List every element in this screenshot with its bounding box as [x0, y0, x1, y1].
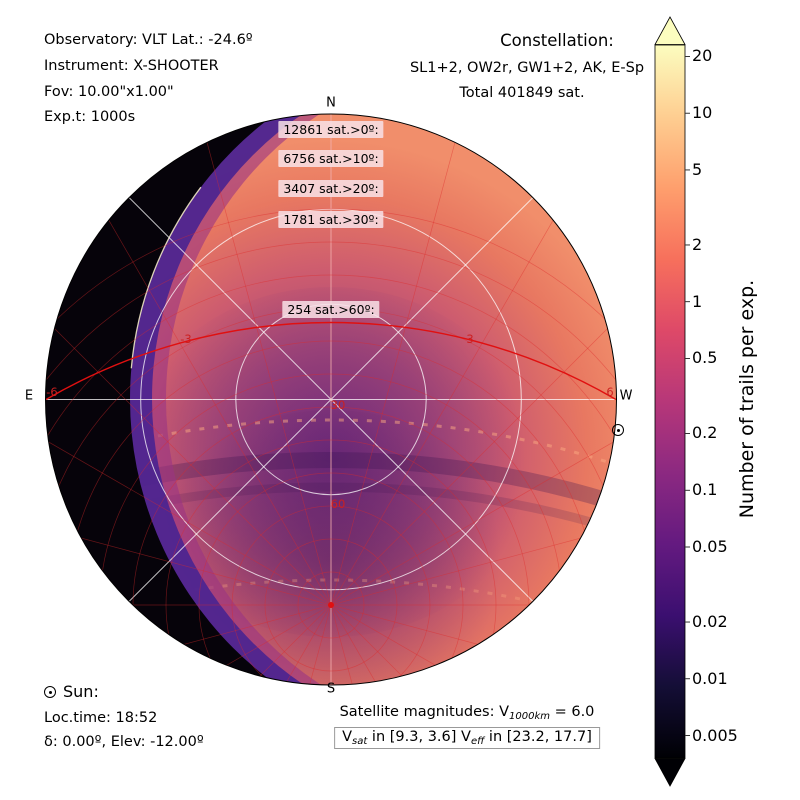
magnitudes-sub-1000km: 1000km	[508, 711, 550, 722]
colorbar-extend-top	[654, 16, 686, 45]
declination-label-60: 60	[330, 497, 346, 511]
constellation-title: Constellation:	[500, 31, 614, 50]
magnitudes-value: = 6.0	[549, 704, 595, 720]
hour-angle-label-m6: -6	[46, 385, 58, 399]
colorbar-tick-label: 10	[692, 103, 713, 123]
hour-angle-label-m3: -3	[180, 332, 192, 346]
satellite-magnitudes-line: Satellite magnitudes: V1000km = 6.0	[340, 704, 595, 722]
observatory-line: Observatory: VLT Lat.: -24.6º	[44, 32, 253, 48]
veff-sub: eff	[470, 736, 485, 747]
sun-delta-elevation: δ: 0.00º, Elev: -12.00º	[44, 734, 204, 750]
south-celestial-pole-dot	[328, 602, 334, 608]
observatory-info-block: Observatory: VLT Lat.: -24.6º Instrument…	[44, 28, 253, 131]
colorbar-axis-label: Number of trails per exp.	[736, 279, 758, 519]
compass-west-label: W	[619, 388, 633, 404]
earth-shadow-region	[45, 114, 617, 685]
colorbar-tick-label: 0.02	[692, 612, 728, 632]
vsat-range: in [9.3, 3.6] V	[367, 729, 471, 745]
sat-count-above-0deg: 12861 sat.>0º:	[278, 121, 384, 138]
sat-count-above-10deg: 6756 sat.>10º:	[278, 150, 384, 167]
colorbar-tick-label: 1	[692, 291, 703, 311]
vsat-symbol: V	[342, 729, 353, 745]
colorbar	[654, 16, 690, 787]
celestial-equator-line	[45, 321, 617, 401]
colorbar-tick-label: 5	[692, 160, 703, 180]
total-satellites: Total 401849 sat.	[459, 85, 585, 101]
sun-info-title: Sun:	[44, 682, 99, 701]
colorbar-tick-label: 0.1	[692, 480, 718, 500]
colorbar-extend-bottom	[654, 758, 686, 787]
sat-count-above-30deg: 1781 sat.>30º:	[278, 211, 384, 228]
sun-local-time: Loc.time: 18:52	[44, 710, 158, 726]
altaz-grid	[45, 114, 617, 685]
magnitude-ranges-box: Vsat in [9.3, 3.6] Veff in [23.2, 17.7]	[334, 727, 600, 749]
magnitudes-text: Satellite magnitudes: V	[339, 704, 509, 720]
sun-title-text: Sun:	[63, 682, 99, 701]
veff-range: in [23.2, 17.7]	[484, 729, 592, 745]
colorbar-tick-label: 2	[692, 235, 703, 255]
declination-label-30: 30	[330, 398, 346, 412]
colorbar-tick-label: 0.01	[692, 668, 728, 688]
colorbar-tick-label: 0.5	[692, 348, 718, 368]
vsat-sub: sat	[352, 736, 368, 747]
compass-east-label: E	[24, 388, 34, 404]
colorbar-tick-label: 0.05	[692, 537, 728, 557]
fov-line: Fov: 10.00"x1.00"	[44, 83, 174, 100]
colorbar-tick-label: 0.2	[692, 423, 718, 443]
colorbar-tick-label: 20	[692, 46, 713, 66]
instrument-line: Instrument: X-SHOOTER	[44, 57, 219, 74]
sun-icon	[44, 686, 56, 698]
hour-angle-label-p6: 6	[606, 385, 614, 399]
constellation-list: SL1+2, OW2r, GW1+2, AK, E-Sp	[409, 60, 645, 76]
hour-angle-label-p3: 3	[466, 332, 474, 346]
compass-north-label: N	[326, 95, 336, 111]
sat-count-above-60deg: 254 sat.>60º:	[282, 301, 380, 318]
compass-south-label: S	[326, 681, 336, 697]
sun-position-icon	[612, 424, 624, 436]
sat-count-above-20deg: 3407 sat.>20º:	[278, 180, 384, 197]
colorbar-tick-label: 0.005	[692, 725, 738, 745]
horizon-circle	[45, 113, 617, 686]
exposure-line: Exp.t: 1000s	[44, 109, 136, 126]
